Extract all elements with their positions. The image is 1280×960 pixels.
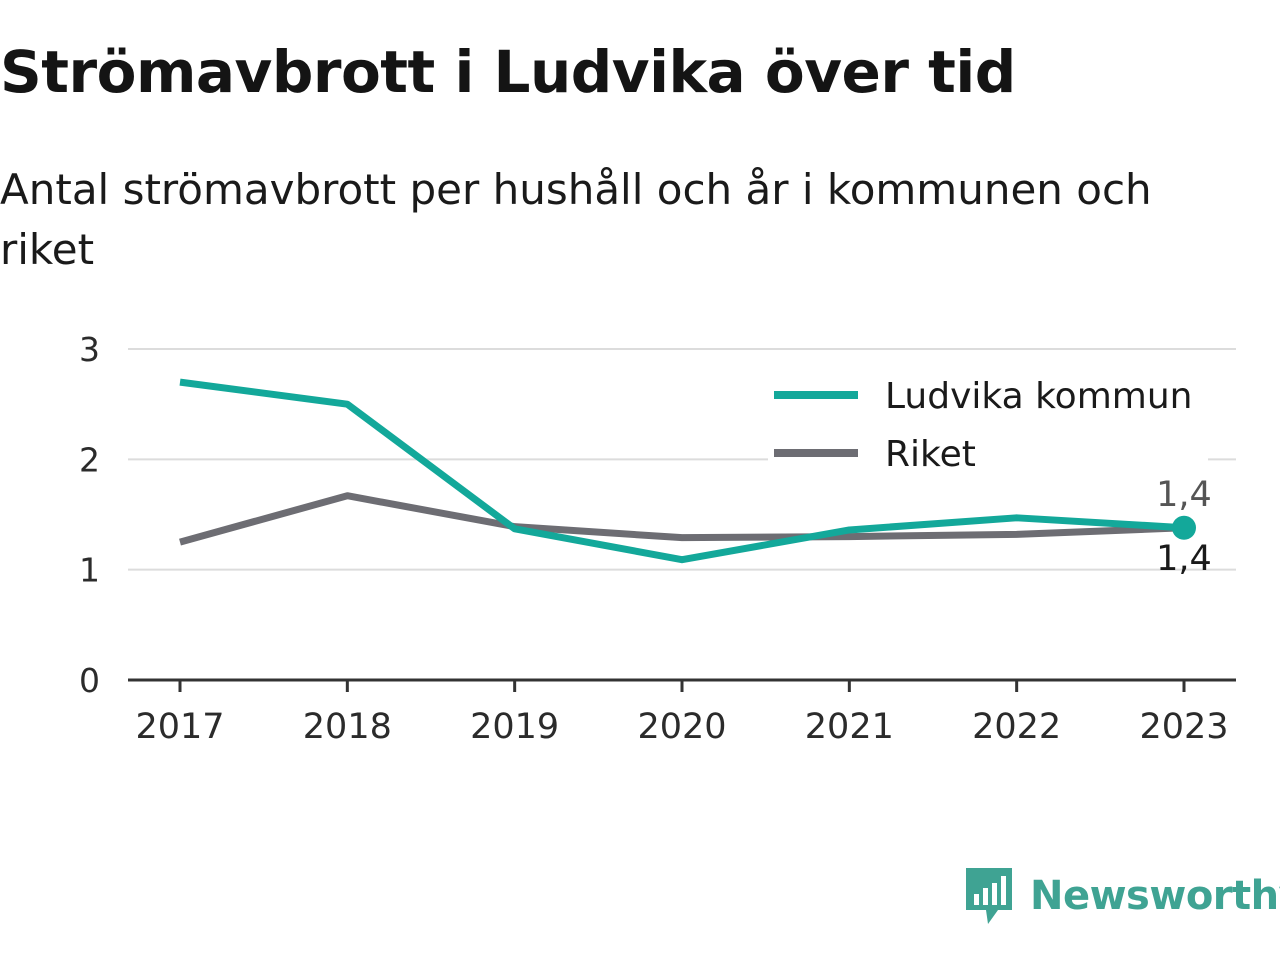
brand: Newsworthy (964, 866, 1280, 926)
legend-background (768, 369, 1208, 479)
chart-subtitle: Antal strömavbrott per hushåll och år i … (0, 165, 1152, 274)
x-tick-label: 2019 (470, 707, 559, 747)
y-axis-tick-labels: 0 1 2 3 (79, 330, 100, 700)
x-axis: 2017 2018 2019 2020 2021 2022 2023 (128, 678, 1236, 747)
end-label-ludvika: 1,4 (1156, 539, 1212, 579)
legend-label: Riket (885, 434, 976, 475)
x-tick-label: 2020 (637, 707, 726, 747)
end-labels: 1,4 1,4 (1156, 475, 1212, 579)
y-tick-label: 3 (79, 330, 100, 369)
x-tick-label: 2023 (1139, 707, 1228, 747)
end-label-riket: 1,4 (1156, 475, 1212, 515)
legend: Ludvika kommun Riket (768, 369, 1208, 479)
y-tick-label: 0 (79, 661, 100, 700)
series-line-riket (179, 492, 1185, 546)
newsworthy-logo-icon (966, 868, 1012, 924)
x-tick-label: 2018 (303, 707, 392, 747)
y-tick-label: 1 (79, 551, 100, 590)
x-tick-label: 2022 (972, 707, 1061, 747)
x-tick-label: 2021 (805, 707, 894, 747)
legend-label: Ludvika kommun (885, 376, 1192, 417)
chart-title: Strömavbrott i Ludvika över tid (0, 38, 1016, 106)
y-tick-label: 2 (79, 440, 100, 479)
end-marker (1172, 515, 1196, 540)
x-tick-label: 2017 (135, 707, 224, 747)
brand-name: Newsworthy (1030, 873, 1280, 919)
series-lines (179, 378, 1196, 564)
series-line-ludvika (179, 378, 1185, 564)
